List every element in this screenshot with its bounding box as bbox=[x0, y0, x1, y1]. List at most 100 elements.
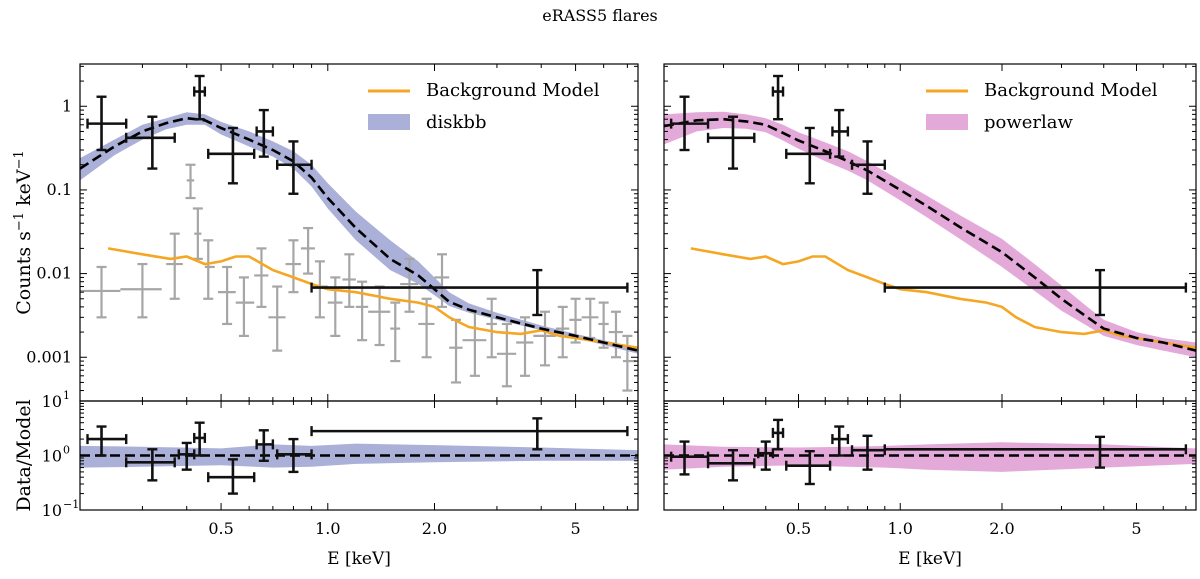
quiescent-point bbox=[555, 305, 570, 359]
quiescent-point bbox=[355, 280, 369, 342]
quiescent-point bbox=[449, 318, 463, 384]
quiescent-point bbox=[598, 301, 609, 349]
powerlaw-band bbox=[664, 111, 1196, 358]
ratio-point bbox=[255, 429, 275, 462]
ratio-point bbox=[86, 425, 128, 457]
ratio-point bbox=[883, 435, 1188, 469]
figure-title: eRASS5 flares bbox=[542, 6, 658, 25]
ratio-y-axis-label: Data/Model bbox=[13, 399, 35, 511]
ratio-y-tick-exponent: 0 bbox=[63, 444, 70, 457]
flare-point bbox=[883, 268, 1188, 317]
quiescent-point bbox=[462, 310, 487, 377]
quiescent-point bbox=[235, 276, 255, 337]
panel-right: 0.5 1.0 2.0 5 E [keV] Background Model powerla… bbox=[663, 63, 1197, 569]
ratio-point bbox=[669, 440, 710, 476]
x-tick-label: 2.0 bbox=[422, 519, 447, 538]
flare-point bbox=[193, 74, 207, 121]
legend: Background Model powerlaw bbox=[926, 80, 1158, 133]
quiescent-point bbox=[217, 265, 236, 326]
x-tick-label: 5 bbox=[1131, 519, 1141, 538]
quiescent-point bbox=[268, 285, 286, 352]
y-tick-label: 0.001 bbox=[26, 347, 72, 366]
flare-point bbox=[706, 115, 756, 170]
panel-left: 0.5 1.0 2.0 5 E [keV] 0.001 0.01 0.1 1 Counts s−1… bbox=[12, 63, 639, 569]
quiescent-point bbox=[120, 262, 162, 319]
ratio-point bbox=[771, 418, 785, 451]
legend-label-background: Background Model bbox=[984, 80, 1158, 101]
ratio-plot-area bbox=[80, 417, 638, 495]
quiescent-point bbox=[185, 163, 196, 200]
ratio-point bbox=[310, 417, 629, 451]
ratio-band bbox=[664, 442, 1196, 472]
y-tick-label: 1 bbox=[62, 96, 72, 115]
ratio-point bbox=[125, 448, 176, 482]
ratio-point bbox=[177, 441, 196, 471]
quiescent-point bbox=[418, 297, 435, 359]
quiescent-point bbox=[516, 316, 534, 377]
legend-label-model: powerlaw bbox=[984, 112, 1074, 133]
powerlaw-model-line bbox=[664, 117, 1196, 352]
diskbb-model-line bbox=[80, 116, 638, 352]
flare-point bbox=[785, 126, 832, 185]
ratio-point bbox=[706, 449, 756, 482]
quiescent-point bbox=[608, 310, 623, 359]
quiescent-point bbox=[192, 207, 203, 260]
flare-point bbox=[276, 140, 313, 195]
ratio-y-tick-exponent: −1 bbox=[63, 498, 79, 511]
ratio-y-tick-label: 10 bbox=[42, 392, 62, 411]
ratio-point bbox=[276, 437, 313, 474]
quiescent-point bbox=[533, 310, 556, 367]
quiescent-point bbox=[166, 232, 183, 300]
background-model-line bbox=[690, 247, 1196, 349]
x-tick-label: 2.0 bbox=[989, 519, 1014, 538]
flare-points bbox=[669, 74, 1188, 317]
quiescent-point bbox=[486, 297, 497, 359]
quiescent-point bbox=[496, 322, 517, 388]
main-plot-area bbox=[664, 74, 1196, 358]
quiescent-point bbox=[203, 239, 215, 300]
ratio-point bbox=[785, 449, 832, 486]
main-plot-area bbox=[80, 74, 638, 392]
legend-label-model: diskbb bbox=[426, 112, 486, 133]
x-tick-label: 5 bbox=[570, 519, 580, 538]
ratio-point bbox=[831, 425, 850, 457]
flare-point bbox=[125, 115, 176, 170]
legend-label-background: Background Model bbox=[426, 80, 600, 101]
ratio-plot-area bbox=[664, 418, 1196, 486]
quiescent-point bbox=[434, 253, 450, 308]
quiescent-points bbox=[80, 163, 636, 392]
quiescent-point bbox=[327, 276, 343, 337]
y-tick-label: 0.01 bbox=[36, 264, 72, 283]
flare-points bbox=[86, 74, 629, 317]
flare-point bbox=[207, 126, 256, 185]
background-model-line bbox=[107, 247, 638, 349]
x-axis-label: E [keV] bbox=[327, 549, 391, 569]
quiescent-point bbox=[342, 253, 356, 308]
quiescent-point bbox=[254, 247, 269, 308]
y-axis-label: Counts s−1 keV−1 bbox=[12, 150, 35, 315]
quiescent-point bbox=[390, 301, 401, 363]
ratio-y-tick-exponent: 1 bbox=[63, 389, 70, 402]
legend-swatch-model bbox=[368, 114, 410, 130]
flare-point bbox=[771, 74, 785, 121]
quiescent-point bbox=[622, 334, 636, 392]
quiescent-point bbox=[80, 265, 121, 319]
quiescent-point bbox=[300, 226, 315, 275]
diskbb-band bbox=[80, 112, 638, 354]
y-tick-label: 0.1 bbox=[47, 180, 72, 199]
ratio-point bbox=[757, 440, 775, 471]
ratio-point bbox=[193, 421, 207, 457]
legend: Background Model diskbb bbox=[368, 80, 600, 133]
quiescent-point bbox=[400, 257, 419, 313]
flare-point bbox=[669, 95, 710, 152]
legend-swatch-model bbox=[926, 114, 968, 130]
flare-point bbox=[310, 268, 629, 317]
x-tick-label: 1.0 bbox=[888, 519, 913, 538]
ratio-y-tick-label: 10 bbox=[42, 447, 62, 466]
flare-point bbox=[831, 108, 850, 158]
quiescent-point bbox=[285, 239, 301, 294]
flare-point bbox=[255, 108, 275, 158]
x-tick-label: 0.5 bbox=[208, 519, 233, 538]
flare-point bbox=[850, 140, 886, 195]
